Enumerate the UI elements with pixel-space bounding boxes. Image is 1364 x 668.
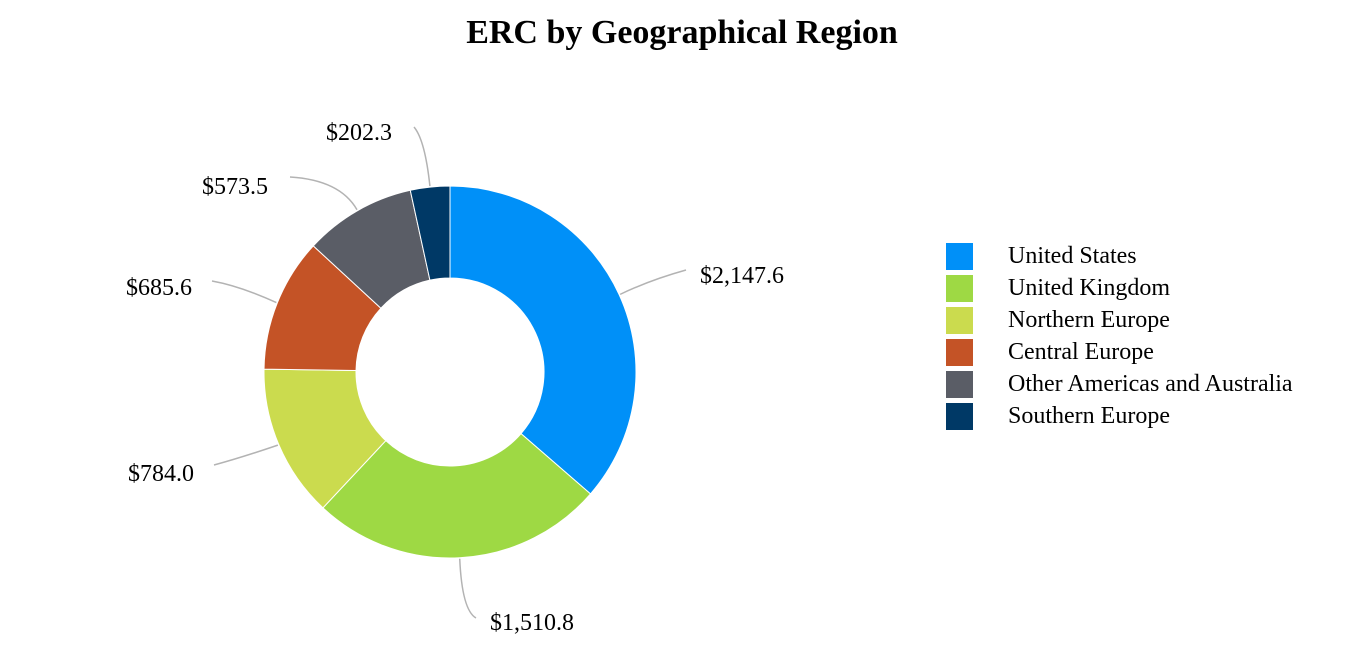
- leader-line: [289, 176, 358, 211]
- data-label: $573.5: [202, 174, 268, 200]
- legend-item: Northern Europe: [946, 304, 1293, 336]
- data-label: $1,510.8: [490, 610, 574, 636]
- chart-legend: United States United Kingdom Northern Eu…: [946, 240, 1293, 432]
- legend-item: Other Americas and Australia: [946, 368, 1293, 400]
- chart-title: ERC by Geographical Region: [466, 14, 898, 51]
- data-label: $784.0: [128, 461, 194, 487]
- leader-line: [413, 126, 431, 187]
- leader-line: [619, 269, 687, 296]
- data-label: $202.3: [326, 120, 392, 146]
- legend-swatch: [946, 242, 973, 270]
- legend-item: Southern Europe: [946, 400, 1293, 432]
- data-label: $685.6: [126, 275, 192, 301]
- legend-label: Central Europe: [1008, 338, 1154, 365]
- legend-label: United Kingdom: [1008, 274, 1170, 301]
- donut-slice: [409, 185, 451, 281]
- legend-swatch: [946, 306, 973, 334]
- legend-swatch: [946, 338, 973, 366]
- data-label: $2,147.6: [700, 263, 784, 289]
- donut-slice: [322, 432, 592, 559]
- legend-label: Northern Europe: [1008, 306, 1170, 333]
- leader-line: [458, 558, 477, 619]
- legend-item: United States: [946, 240, 1293, 272]
- legend-label: United States: [1008, 242, 1137, 269]
- legend-swatch: [946, 274, 973, 302]
- donut-slice: [449, 185, 637, 495]
- legend-label: Southern Europe: [1008, 402, 1170, 429]
- legend-item: Central Europe: [946, 336, 1293, 368]
- leader-line: [213, 444, 279, 466]
- legend-label: Other Americas and Australia: [1008, 370, 1293, 397]
- legend-swatch: [946, 402, 973, 430]
- legend-swatch: [946, 370, 973, 398]
- legend-item: United Kingdom: [946, 272, 1293, 304]
- leader-line: [211, 280, 277, 304]
